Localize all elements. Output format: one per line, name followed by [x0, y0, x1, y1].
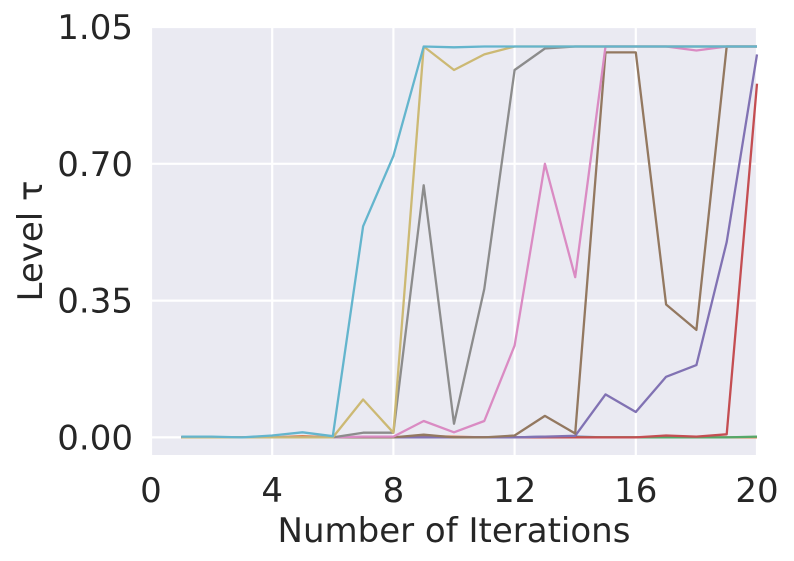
x-tick-label: 20: [735, 471, 778, 511]
x-axis-label: Number of Iterations: [278, 511, 631, 551]
x-tick-label: 0: [140, 471, 162, 511]
x-tick-label: 16: [614, 471, 657, 511]
series-line-10: [181, 45, 757, 439]
series-lines: [181, 45, 759, 439]
y-tick-label: 1.05: [57, 8, 133, 48]
x-tick-label: 8: [383, 471, 405, 511]
x-tick-label: 4: [261, 471, 283, 511]
x-tick-labels: 0 4 8 12 16 20: [140, 471, 778, 511]
y-axis-label: Level τ: [11, 180, 51, 301]
plot-background: [151, 27, 757, 455]
y-tick-label: 0.70: [57, 145, 133, 185]
y-tick-labels: 0.00 0.35 0.70 1.05: [57, 8, 133, 458]
y-tick-label: 0.00: [57, 418, 133, 458]
y-tick-label: 0.35: [57, 282, 133, 322]
x-tick-label: 12: [493, 471, 536, 511]
